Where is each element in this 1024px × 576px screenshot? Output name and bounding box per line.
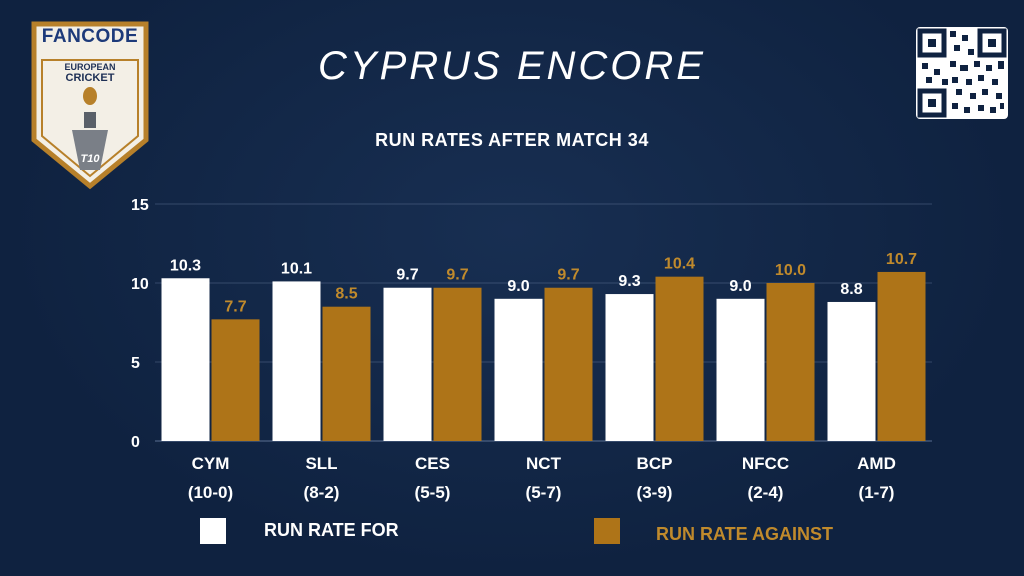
x-tick-label-team: CES [415, 454, 450, 473]
bar-run-rate-for-nfcc [716, 298, 765, 441]
logo-line-european: EUROPEAN [64, 62, 116, 72]
x-tick-label-record: (10-0) [188, 483, 233, 502]
logo-badge-t10: T10 [80, 153, 100, 165]
bar-run-rate-against-ces [433, 287, 482, 441]
page-title: CYPRUS ENCORE [318, 44, 706, 88]
x-tick-label-team: SLL [305, 454, 337, 473]
brand-text: FANCODE [41, 26, 139, 47]
bar-run-rate-against-sll [322, 306, 371, 441]
y-tick-label: 0 [131, 434, 140, 451]
logo-line-cricket: CRICKET [65, 72, 115, 84]
value-label-against-nct: 9.7 [557, 267, 579, 284]
x-tick-label-team: AMD [857, 454, 896, 473]
chart-subtitle: RUN RATES AFTER MATCH 34 [375, 130, 649, 150]
y-tick-label: 10 [131, 276, 149, 293]
bar-run-rate-for-bcp [605, 294, 654, 441]
legend-swatch-run-rate-against [594, 518, 620, 544]
value-label-against-ces: 9.7 [446, 267, 468, 284]
y-tick-label: 5 [131, 355, 140, 372]
bar-run-rate-against-bcp [655, 276, 704, 441]
x-tick-label-team: NCT [526, 454, 562, 473]
x-tick-label-record: (3-9) [637, 483, 673, 502]
value-label-for-bcp: 9.3 [618, 273, 640, 290]
x-tick-label-record: (8-2) [304, 483, 340, 502]
bar-run-rate-for-nct [494, 298, 543, 441]
x-tick-label-record: (5-7) [526, 483, 562, 502]
value-label-against-bcp: 10.4 [664, 256, 695, 273]
bar-run-rate-against-cym [211, 319, 260, 441]
x-tick-label-team: CYM [192, 454, 230, 473]
value-label-for-nct: 9.0 [507, 278, 529, 295]
legend-label-run-rate-for: RUN RATE FOR [264, 520, 399, 540]
value-label-against-cym: 7.7 [224, 298, 246, 315]
bar-run-rate-against-nct [544, 287, 593, 441]
bar-run-rate-against-nfcc [766, 283, 815, 441]
x-tick-label-team: BCP [637, 454, 673, 473]
legend-label-run-rate-against: RUN RATE AGAINST [656, 524, 833, 544]
value-label-against-nfcc: 10.0 [775, 262, 806, 279]
value-label-for-nfcc: 9.0 [729, 278, 751, 295]
fancode-european-cricket-logo: FANCODE EUROPEAN CRICKET T10 [30, 20, 150, 190]
value-label-against-amd: 10.7 [886, 251, 917, 268]
value-label-for-ces: 9.7 [396, 267, 418, 284]
bar-run-rate-against-amd [877, 271, 926, 441]
value-label-against-sll: 8.5 [335, 286, 357, 303]
value-label-for-cym: 10.3 [170, 257, 201, 274]
x-tick-label-record: (1-7) [859, 483, 895, 502]
x-tick-label-record: (5-5) [415, 483, 451, 502]
bar-run-rate-for-sll [272, 281, 321, 441]
x-tick-label-record: (2-4) [748, 483, 784, 502]
x-tick-label-team: NFCC [742, 454, 789, 473]
value-label-for-amd: 8.8 [840, 281, 862, 298]
legend-swatch-run-rate-for [200, 518, 226, 544]
bar-run-rate-for-cym [161, 278, 210, 441]
qr-code [916, 27, 1008, 119]
y-tick-label: 15 [131, 197, 149, 214]
bar-run-rate-for-ces [383, 287, 432, 441]
bar-run-rate-for-amd [827, 301, 876, 441]
value-label-for-sll: 10.1 [281, 260, 312, 277]
